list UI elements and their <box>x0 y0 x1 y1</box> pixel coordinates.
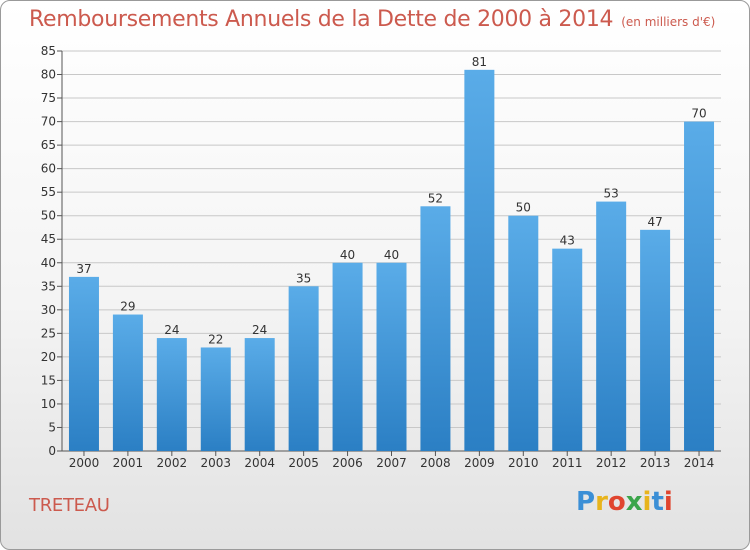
proxiti-logo: Proxiti <box>576 487 673 517</box>
y-tick-label: 65 <box>41 138 56 152</box>
bar <box>332 262 363 451</box>
logo-letter: P <box>576 487 596 517</box>
y-tick-label: 70 <box>41 115 56 129</box>
x-tick-label: 2008 <box>420 456 451 470</box>
x-tick-label: 2001 <box>113 456 144 470</box>
bar <box>288 286 319 451</box>
y-tick-label: 45 <box>41 232 56 246</box>
data-label: 22 <box>208 332 223 346</box>
data-label: 40 <box>384 248 399 262</box>
bar <box>464 69 495 451</box>
x-tick-label: 2013 <box>640 456 671 470</box>
y-tick-label: 60 <box>41 162 56 176</box>
x-tick-label: 2000 <box>69 456 100 470</box>
data-label: 70 <box>691 107 706 121</box>
data-label: 43 <box>560 234 575 248</box>
y-tick-label: 55 <box>41 185 56 199</box>
data-label: 40 <box>340 248 355 262</box>
data-label: 37 <box>76 262 91 276</box>
bar <box>640 229 671 451</box>
bar <box>376 262 407 451</box>
bar <box>420 206 451 451</box>
y-tick-label: 0 <box>48 444 56 458</box>
x-tick-label: 2007 <box>376 456 407 470</box>
bar <box>244 338 275 451</box>
commune-name: TRETEAU <box>29 495 110 516</box>
bar <box>596 201 627 451</box>
x-tick-label: 2014 <box>684 456 715 470</box>
x-tick-label: 2004 <box>244 456 275 470</box>
logo-letter: r <box>595 487 608 517</box>
logo-letter: t <box>651 487 664 517</box>
x-tick-label: 2010 <box>508 456 539 470</box>
labels: 2000 37 2001 29 2002 24 2003 22 2004 24 2005 35 2006… <box>69 55 715 470</box>
y-tick-label: 15 <box>41 373 56 387</box>
chart-title: Remboursements Annuels de la Dette de 20… <box>29 7 715 32</box>
bar <box>112 314 143 451</box>
x-tick-label: 2003 <box>200 456 231 470</box>
data-label: 47 <box>647 215 662 229</box>
y-tick-label: 30 <box>41 303 56 317</box>
data-label: 50 <box>516 201 531 215</box>
data-label: 24 <box>252 323 267 337</box>
y-tick-label: 25 <box>41 326 56 340</box>
y-tick-label: 35 <box>41 279 56 293</box>
y-tick-label: 40 <box>41 256 56 270</box>
bar <box>156 338 187 451</box>
data-label: 29 <box>120 300 135 314</box>
y-tick-label: 50 <box>41 209 56 223</box>
chart-title-text: Remboursements Annuels de la Dette de 20… <box>29 7 614 32</box>
x-tick-label: 2012 <box>596 456 627 470</box>
bar <box>684 121 715 452</box>
y-tick-label: 80 <box>41 68 56 82</box>
y-tick-label: 5 <box>48 420 56 434</box>
bar <box>508 215 539 451</box>
data-label: 52 <box>428 191 443 205</box>
bar <box>200 347 231 451</box>
logo-letter: i <box>663 487 673 517</box>
y-tick-label: 10 <box>41 397 56 411</box>
logo-letter: x <box>625 487 643 517</box>
logo-letter: o <box>607 487 626 517</box>
x-tick-label: 2006 <box>332 456 363 470</box>
bar <box>552 248 583 451</box>
data-label: 24 <box>164 323 179 337</box>
x-tick-label: 2011 <box>552 456 583 470</box>
y-tick-label: 85 <box>41 44 56 58</box>
bar <box>68 276 99 451</box>
data-label: 53 <box>604 187 619 201</box>
y-tick-label: 75 <box>41 91 56 105</box>
logo-letter: i <box>642 487 652 517</box>
bars <box>68 69 715 452</box>
x-tick-label: 2005 <box>288 456 319 470</box>
chart-unit-text: (en milliers d'€) <box>621 15 716 29</box>
x-tick-label: 2009 <box>464 456 495 470</box>
data-label: 81 <box>472 55 487 69</box>
y-tick-label: 20 <box>41 350 56 364</box>
x-tick-label: 2002 <box>157 456 188 470</box>
data-label: 35 <box>296 271 311 285</box>
